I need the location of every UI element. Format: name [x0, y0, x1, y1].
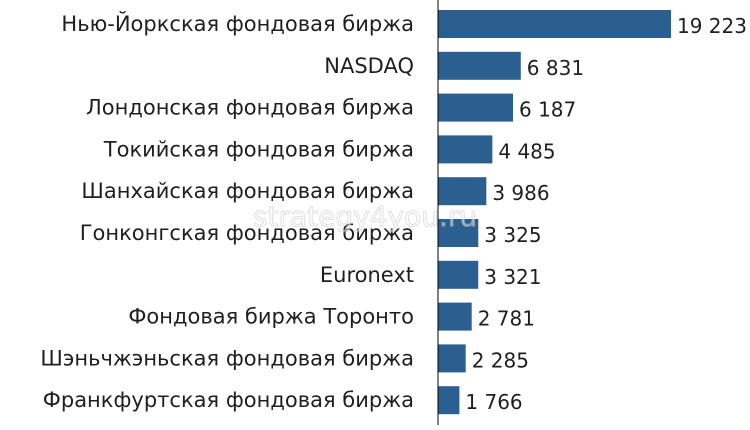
bar	[438, 344, 466, 373]
bar	[438, 302, 472, 331]
category-label: Лондонская фондовая биржа	[86, 96, 414, 120]
bar	[438, 10, 671, 38]
data-label: 6 831	[527, 56, 584, 80]
data-label: 3 325	[484, 223, 541, 247]
category-label: Euronext	[320, 263, 414, 287]
data-label: 6 187	[519, 98, 576, 122]
data-label: 4 485	[498, 139, 555, 163]
category-labels: Нью-Йоркская фондовая биржа NASDAQ Лондонс…	[40, 11, 414, 412]
bar	[438, 51, 521, 80]
category-label: Шанхайская фондовая биржа	[81, 179, 414, 203]
data-label: 1 766	[465, 390, 522, 414]
bar	[438, 219, 479, 247]
category-label: Фондовая биржа Торонто	[128, 305, 414, 329]
bars	[438, 10, 671, 415]
category-label: Франкфуртская фондовая биржа	[43, 388, 414, 412]
category-label: Нью-Йоркская фондовая биржа	[61, 11, 414, 36]
data-label: 2 285	[472, 348, 529, 372]
bar	[438, 93, 513, 122]
data-label: 3 321	[484, 265, 541, 289]
bar	[438, 260, 479, 289]
bar	[438, 177, 487, 206]
category-label: Токийская фондовая биржа	[103, 137, 414, 161]
category-label: NASDAQ	[324, 54, 414, 78]
category-label: Шэньчжэньская фондовая биржа	[40, 346, 414, 370]
data-label: 2 781	[478, 307, 535, 331]
bar	[438, 386, 460, 415]
watermark: strategy4you.ru	[253, 200, 477, 233]
data-label: 19 223	[677, 14, 747, 38]
data-label: 3 986	[492, 181, 549, 205]
value-labels: 19 223 6 831 6 187 4 485 3 986 3 325 3 321 2 78…	[465, 14, 747, 414]
bar	[438, 135, 493, 164]
category-label: Гонконгская фондовая биржа	[80, 221, 414, 245]
